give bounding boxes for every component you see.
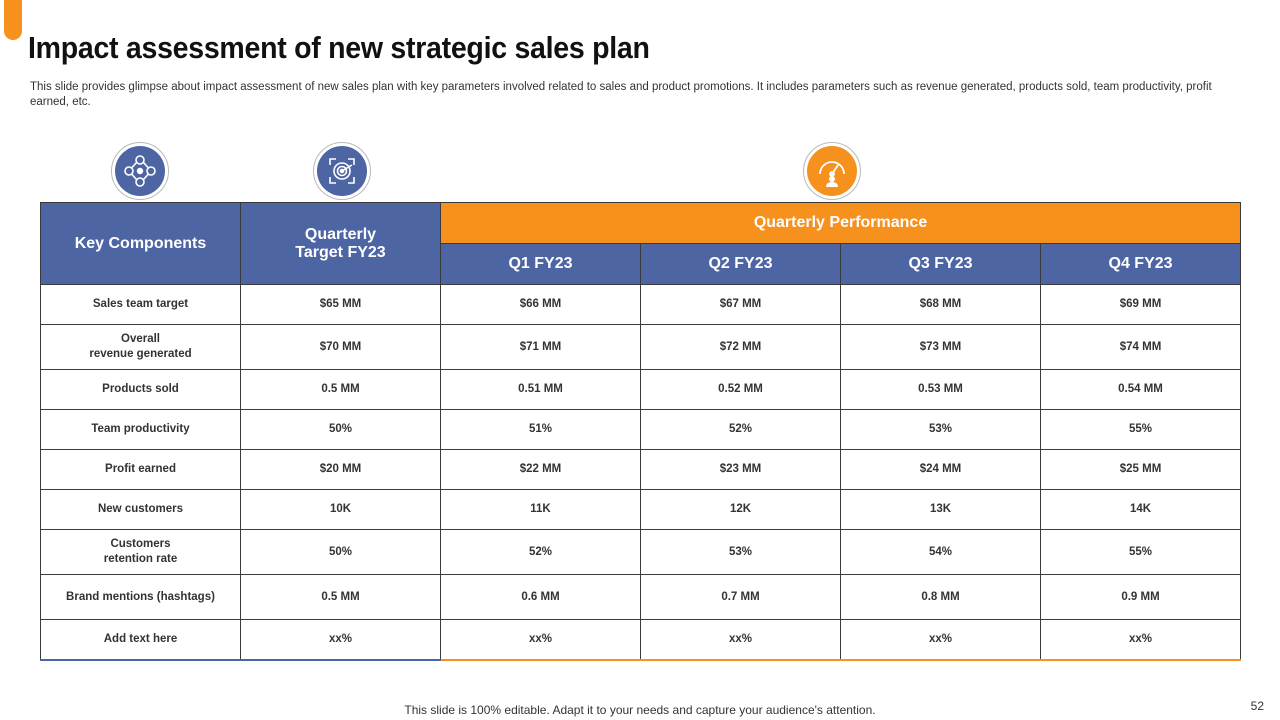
table-cell: 10K xyxy=(240,489,441,530)
header-target-line2: Target FY23 xyxy=(295,243,386,261)
table-cell: 53% xyxy=(840,409,1041,450)
page-number: 52 xyxy=(1250,699,1264,713)
table-cell: xx% xyxy=(440,619,641,661)
row-label: Team productivity xyxy=(40,409,241,450)
corner-accent-tab xyxy=(4,0,22,40)
row-label-text: Add text here xyxy=(103,633,178,645)
table-cell: 14K xyxy=(1039,489,1242,530)
table-cell: 52% xyxy=(640,409,841,450)
table-cell: $24 MM xyxy=(840,449,1041,490)
table-cell: 13K xyxy=(840,489,1041,530)
row-label-text: Customers xyxy=(110,538,171,550)
table-cell: 55% xyxy=(1039,409,1242,450)
header-key-components: Key Components xyxy=(40,202,241,285)
table-cell: 50% xyxy=(240,409,441,450)
table-cell: 52% xyxy=(440,529,641,575)
table-row: Sales team target $65 MM $66 MM $67 MM $… xyxy=(40,284,1242,325)
table-cell: $22 MM xyxy=(440,449,641,490)
table-cell: 0.51 MM xyxy=(440,369,641,410)
table-cell: $20 MM xyxy=(240,449,441,490)
row-label: Overall revenue generated xyxy=(40,324,241,370)
table-cell: $67 MM xyxy=(640,284,841,325)
table-cell: 0.6 MM xyxy=(440,574,641,620)
table-row: Profit earned $20 MM $22 MM $23 MM $24 M… xyxy=(40,449,1242,490)
row-label-text: New customers xyxy=(97,503,183,515)
table-cell: $66 MM xyxy=(440,284,641,325)
table-cell: 0.5 MM xyxy=(240,369,441,410)
impact-assessment-table: Key Components Quarterly Target FY23 Qua… xyxy=(40,202,1242,661)
header-quarterly-target: Quarterly Target FY23 xyxy=(240,202,441,285)
row-label-text: Team productivity xyxy=(91,423,190,435)
header-q4: Q4 FY23 xyxy=(1039,243,1242,285)
table-row: Add text here xx% xx% xx% xx% xx% xyxy=(40,619,1242,661)
table-cell: 53% xyxy=(640,529,841,575)
table-cell: 0.7 MM xyxy=(640,574,841,620)
row-label-text: Products sold xyxy=(102,383,179,395)
table-cell: 0.8 MM xyxy=(840,574,1041,620)
table-cell: $23 MM xyxy=(640,449,841,490)
row-label: Products sold xyxy=(40,369,241,410)
table-row: Brand mentions (hashtags) 0.5 MM 0.6 MM … xyxy=(40,574,1242,620)
table-cell: 51% xyxy=(440,409,641,450)
table-row: Customers retention rate 50% 52% 53% 54% … xyxy=(40,529,1242,575)
row-label: Profit earned xyxy=(40,449,241,490)
row-label: Add text here xyxy=(40,619,241,661)
header-target-line1: Quarterly xyxy=(304,225,377,243)
table-cell: 0.52 MM xyxy=(640,369,841,410)
row-label-text-line2: retention rate xyxy=(103,553,178,565)
table-cell: xx% xyxy=(1039,619,1242,661)
row-label: Sales team target xyxy=(40,284,241,325)
table-cell: 11K xyxy=(440,489,641,530)
table-cell: $70 MM xyxy=(240,324,441,370)
row-label-text: Sales team target xyxy=(92,298,189,310)
table-cell: 55% xyxy=(1039,529,1242,575)
header-q2: Q2 FY23 xyxy=(640,243,841,285)
row-label-text-line2: revenue generated xyxy=(89,348,192,360)
row-label: Customers retention rate xyxy=(40,529,241,575)
table-cell: xx% xyxy=(240,619,441,661)
header-quarterly-performance: Quarterly Performance xyxy=(439,202,1242,244)
table-row: Products sold 0.5 MM 0.51 MM 0.52 MM 0.5… xyxy=(40,369,1242,410)
table-cell: 0.9 MM xyxy=(1039,574,1242,620)
row-label-text: Brand mentions (hashtags) xyxy=(66,590,215,603)
table-cell: $73 MM xyxy=(840,324,1041,370)
footer-note: This slide is 100% editable. Adapt it to… xyxy=(404,703,876,717)
team-network-icon xyxy=(111,142,169,200)
header-q1: Q1 FY23 xyxy=(440,243,641,285)
table-cell: $72 MM xyxy=(640,324,841,370)
table-cell: $71 MM xyxy=(440,324,641,370)
row-label-text: Profit earned xyxy=(105,463,176,475)
target-icon xyxy=(313,142,371,200)
row-label-text: Overall xyxy=(121,333,160,345)
table-cell: $25 MM xyxy=(1039,449,1242,490)
table-cell: 12K xyxy=(640,489,841,530)
slide-subtitle: This slide provides glimpse about impact… xyxy=(30,81,1212,108)
header-key-components-label: Key Components xyxy=(74,234,207,252)
performance-gauge-icon xyxy=(803,142,861,200)
header-performance-label: Quarterly Performance xyxy=(753,214,928,231)
table-row: Overall revenue generated $70 MM $71 MM $… xyxy=(40,324,1242,370)
table-cell: 0.54 MM xyxy=(1039,369,1242,410)
table-cell: 0.53 MM xyxy=(840,369,1041,410)
table-cell: $68 MM xyxy=(840,284,1041,325)
table-row: Team productivity 50% 51% 52% 53% 55% xyxy=(40,409,1242,450)
row-label: Brand mentions (hashtags) xyxy=(40,574,241,620)
table-row: New customers 10K 11K 12K 13K 14K xyxy=(40,489,1242,530)
table-cell: 54% xyxy=(840,529,1041,575)
table-cell: xx% xyxy=(840,619,1041,661)
table-cell: xx% xyxy=(640,619,841,661)
table-cell: $69 MM xyxy=(1039,284,1242,325)
row-label: New customers xyxy=(40,489,241,530)
table-cell: $65 MM xyxy=(240,284,441,325)
table-cell: $74 MM xyxy=(1039,324,1242,370)
table-cell: 50% xyxy=(240,529,441,575)
slide-title: Impact assessment of new strategic sales… xyxy=(28,30,650,65)
table-cell: 0.5 MM xyxy=(240,574,441,620)
header-q3: Q3 FY23 xyxy=(840,243,1041,285)
